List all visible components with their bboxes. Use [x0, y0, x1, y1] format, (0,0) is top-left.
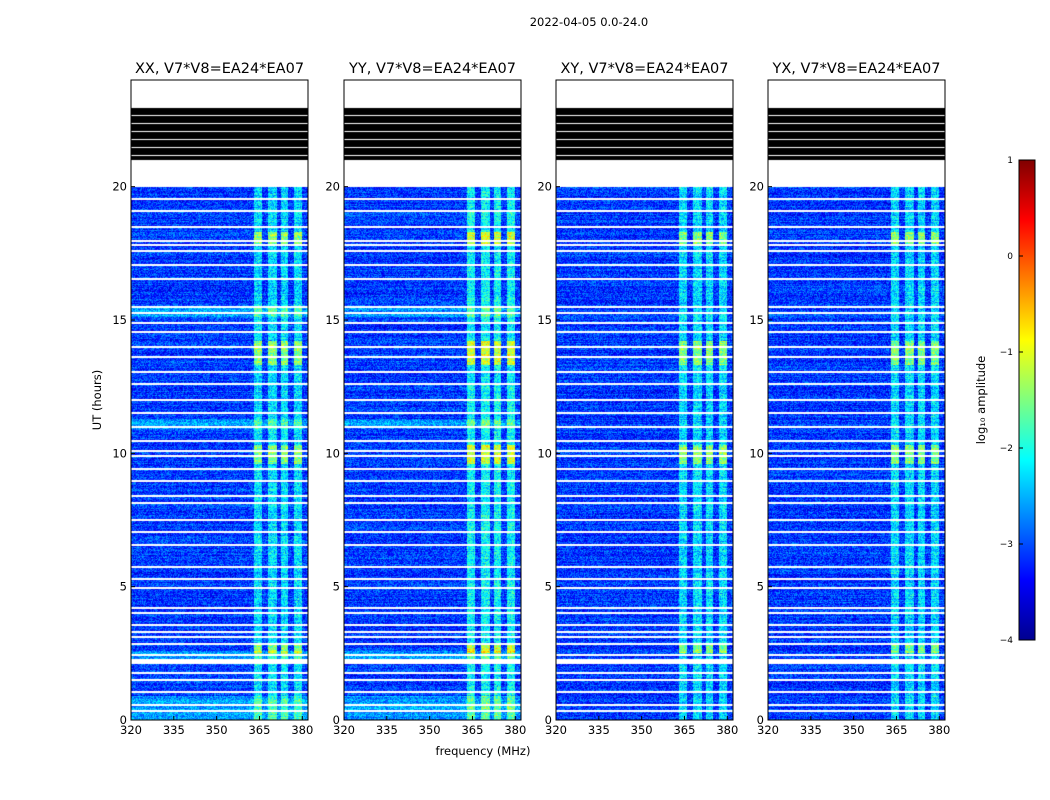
x-tick-label-3-2: 350 — [843, 723, 865, 737]
colorbar-tick-label-5: −4 — [1000, 636, 1014, 646]
y-tick-label-3-3: 15 — [749, 313, 764, 327]
colorbar-tick-label-3: −2 — [1000, 444, 1013, 454]
x-tick-label-0-1: 335 — [163, 723, 185, 737]
y-tick-label-1-1: 5 — [333, 580, 340, 594]
x-tick-label-1-3: 365 — [461, 723, 483, 737]
colorbar-tick-label-0: 1 — [1007, 156, 1013, 166]
panel-title-1: YY, V7*V8=EA24*EA07 — [348, 61, 516, 77]
panel-title-3: YX, V7*V8=EA24*EA07 — [771, 61, 940, 77]
x-tick-label-0-0: 320 — [120, 723, 142, 737]
heatmap-image-0 — [131, 80, 308, 720]
y-tick-label-1-3: 15 — [325, 313, 340, 327]
y-tick-label-2-4: 20 — [537, 180, 552, 194]
x-tick-label-0-4: 380 — [291, 723, 313, 737]
y-tick-label-0-3: 15 — [112, 313, 127, 327]
x-tick-label-2-0: 320 — [545, 723, 567, 737]
heatmap-image-1 — [344, 80, 521, 720]
colorbar-tick-label-2: −1 — [1000, 348, 1013, 358]
y-tick-label-3-4: 20 — [749, 180, 764, 194]
y-tick-label-0-1: 5 — [120, 580, 127, 594]
panel-title-2: XY, V7*V8=EA24*EA07 — [560, 61, 728, 77]
x-tick-label-1-1: 335 — [376, 723, 398, 737]
y-tick-label-3-0: 0 — [757, 713, 764, 727]
x-axis-label: frequency (MHz) — [436, 744, 531, 758]
panel-title-0: XX, V7*V8=EA24*EA07 — [135, 61, 304, 77]
y-axis-label: UT (hours) — [90, 370, 104, 430]
y-tick-label-0-0: 0 — [120, 713, 127, 727]
x-tick-label-3-1: 335 — [800, 723, 822, 737]
y-tick-label-1-0: 0 — [333, 713, 340, 727]
y-tick-label-1-2: 10 — [325, 446, 340, 460]
colorbar-tick-label-1: 0 — [1007, 252, 1013, 262]
y-tick-label-3-2: 10 — [749, 446, 764, 460]
figure-suptitle: 2022-04-05 0.0-24.0 — [530, 15, 649, 29]
x-tick-label-1-0: 320 — [333, 723, 355, 737]
y-tick-label-0-4: 20 — [112, 180, 127, 194]
x-tick-label-1-4: 380 — [504, 723, 526, 737]
x-tick-label-2-4: 380 — [716, 723, 738, 737]
y-tick-label-2-2: 10 — [537, 446, 552, 460]
y-tick-label-2-1: 5 — [545, 580, 552, 594]
x-tick-label-0-3: 365 — [248, 723, 270, 737]
heatmap-panels: XX, V7*V8=EA24*EA07 320 335 350 365 380 0 5 10 15… — [112, 61, 950, 737]
y-tick-label-2-0: 0 — [545, 713, 552, 727]
panel-frame-3 — [767, 79, 946, 721]
x-tick-label-2-2: 350 — [631, 723, 653, 737]
x-tick-label-3-4: 380 — [928, 723, 950, 737]
panel-frame-2 — [555, 79, 734, 721]
panel-frame-0 — [130, 79, 309, 721]
x-tick-label-3-3: 365 — [885, 723, 907, 737]
x-tick-label-1-2: 350 — [419, 723, 441, 737]
y-tick-label-0-2: 10 — [112, 446, 127, 460]
x-tick-label-2-3: 365 — [673, 723, 695, 737]
x-tick-label-2-1: 335 — [588, 723, 610, 737]
heatmap-image-3 — [768, 80, 945, 720]
colorbar: 1 0 −1 −2 −3 −4 log₁₀ amplitude — [974, 156, 1036, 646]
heatmap-image-2 — [556, 80, 733, 720]
colorbar-label: log₁₀ amplitude — [974, 356, 988, 445]
panel-frame-1 — [343, 79, 522, 721]
y-tick-label-3-1: 5 — [757, 580, 764, 594]
colorbar-gradient — [1018, 159, 1036, 641]
x-tick-label-0-2: 350 — [206, 723, 228, 737]
colorbar-tick-label-4: −3 — [1000, 540, 1013, 550]
x-tick-label-3-0: 320 — [757, 723, 779, 737]
y-tick-label-1-4: 20 — [325, 180, 340, 194]
y-tick-label-2-3: 15 — [537, 313, 552, 327]
